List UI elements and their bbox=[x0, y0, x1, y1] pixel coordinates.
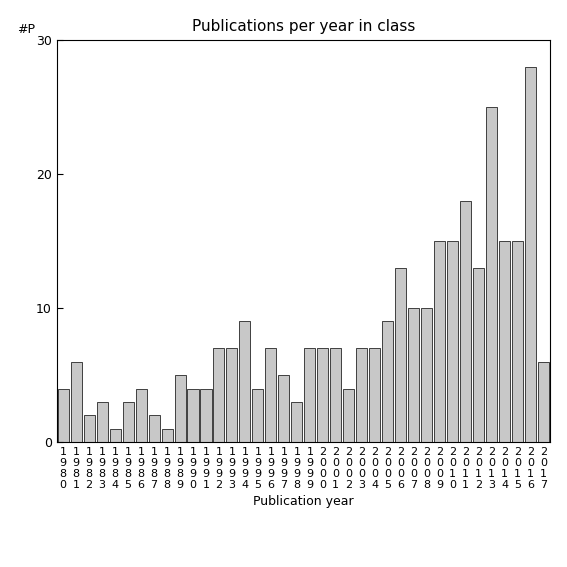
Bar bbox=[499, 241, 510, 442]
Bar bbox=[96, 402, 108, 442]
Bar bbox=[213, 348, 225, 442]
Bar bbox=[304, 348, 315, 442]
Bar bbox=[525, 66, 536, 442]
Bar bbox=[162, 429, 172, 442]
Bar bbox=[434, 241, 445, 442]
X-axis label: Publication year: Publication year bbox=[253, 495, 354, 508]
Bar bbox=[252, 388, 264, 442]
Bar bbox=[421, 308, 432, 442]
Bar bbox=[395, 268, 406, 442]
Bar bbox=[122, 402, 134, 442]
Bar bbox=[331, 348, 341, 442]
Bar bbox=[369, 348, 380, 442]
Bar bbox=[473, 268, 484, 442]
Title: Publications per year in class: Publications per year in class bbox=[192, 19, 415, 35]
Bar bbox=[265, 348, 276, 442]
Bar bbox=[175, 375, 185, 442]
Text: #P: #P bbox=[17, 23, 35, 36]
Bar bbox=[486, 107, 497, 442]
Bar bbox=[408, 308, 419, 442]
Bar bbox=[109, 429, 121, 442]
Bar bbox=[382, 321, 393, 442]
Bar bbox=[291, 402, 302, 442]
Bar bbox=[58, 388, 69, 442]
Bar bbox=[460, 201, 471, 442]
Bar bbox=[538, 362, 549, 442]
Bar bbox=[356, 348, 367, 442]
Bar bbox=[136, 388, 147, 442]
Bar bbox=[71, 362, 82, 442]
Bar bbox=[447, 241, 458, 442]
Bar bbox=[343, 388, 354, 442]
Bar bbox=[201, 388, 211, 442]
Bar bbox=[278, 375, 289, 442]
Bar bbox=[226, 348, 238, 442]
Bar bbox=[188, 388, 198, 442]
Bar bbox=[239, 321, 251, 442]
Bar bbox=[84, 416, 95, 442]
Bar bbox=[318, 348, 328, 442]
Bar bbox=[512, 241, 523, 442]
Bar bbox=[149, 416, 159, 442]
